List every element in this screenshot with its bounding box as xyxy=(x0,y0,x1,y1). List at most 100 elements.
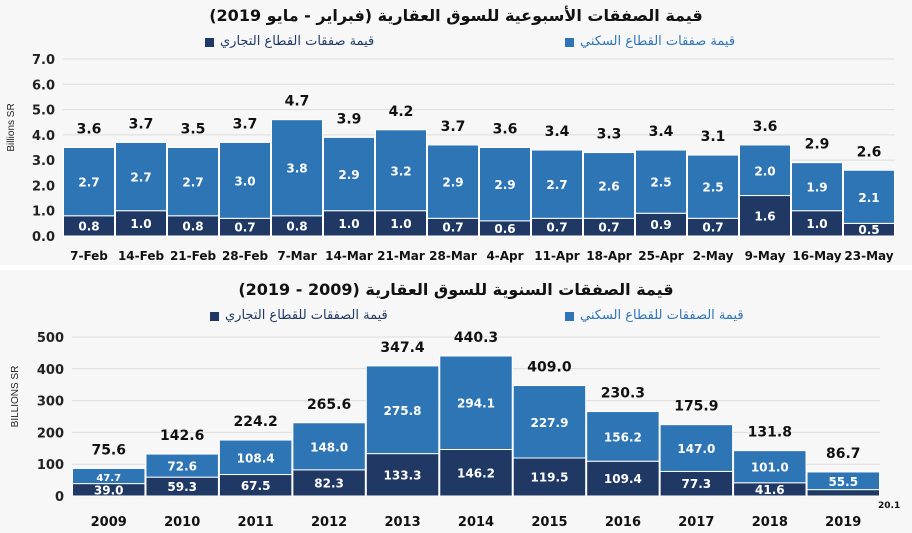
x-tick-label: 2014 xyxy=(458,515,494,530)
legend-swatch xyxy=(565,311,574,321)
x-tick-label: 7-Mar xyxy=(277,249,316,263)
data-label-commercial: 0.8 xyxy=(182,219,203,233)
bar-commercial xyxy=(115,210,167,237)
weekly-chart-panel: قيمة الصفقات الأسبوعية للسوق العقارية (ف… xyxy=(0,0,912,265)
data-label-commercial: 82.3 xyxy=(314,476,344,490)
bar-residential xyxy=(72,467,146,485)
data-label-commercial: 39.0 xyxy=(94,483,124,497)
bar-residential xyxy=(739,144,791,197)
data-label-residential: 2.5 xyxy=(702,181,723,195)
data-label-residential: 3.8 xyxy=(286,162,307,176)
y-tick-label: 6.0 xyxy=(32,78,55,93)
data-label-total: 409.0 xyxy=(527,360,572,376)
data-label-residential: 55.5 xyxy=(828,475,858,489)
x-tick-label: 2017 xyxy=(678,515,714,530)
bar-commercial xyxy=(806,489,881,497)
x-tick-label: 2018 xyxy=(752,515,788,530)
bar-residential xyxy=(167,147,219,217)
bar-residential xyxy=(145,453,219,478)
x-tick-label: 2012 xyxy=(311,515,347,530)
y-tick-label: 500 xyxy=(37,331,64,346)
bar-residential xyxy=(292,422,366,471)
data-label-commercial: 0.8 xyxy=(286,219,307,233)
x-tick-label: 2010 xyxy=(164,515,200,530)
legend-swatch xyxy=(565,37,574,47)
bar-commercial xyxy=(659,470,734,497)
data-label-total: 2.9 xyxy=(805,137,830,153)
data-label-commercial: 0.5 xyxy=(858,223,879,237)
weekly-chart: 0.0 1.0 2.0 3.0 4.0 5.0 6.0 7.0 Billions SR 0.8 2.… xyxy=(6,53,895,263)
data-label-total: 175.9 xyxy=(674,399,718,415)
bar-residential xyxy=(531,149,583,219)
bar-residential xyxy=(115,141,167,212)
data-label-commercial: 0.7 xyxy=(234,221,255,235)
y-axis-label: BILLIONS SR xyxy=(10,366,21,428)
y-tick-label: 0.0 xyxy=(32,230,55,245)
x-tick-label: 2013 xyxy=(384,515,420,530)
data-label-residential: 1.9 xyxy=(806,181,827,195)
x-tick-label: 9-May xyxy=(745,249,786,263)
x-tick-label: 23-May xyxy=(844,249,893,263)
y-tick-label: 2.0 xyxy=(32,179,55,194)
y-axis-label: Billions SR xyxy=(6,103,17,151)
data-label-total: 3.6 xyxy=(753,119,778,135)
data-label-commercial: 133.3 xyxy=(384,468,422,482)
data-label-total: 3.7 xyxy=(129,116,154,132)
data-label-residential: 148.0 xyxy=(310,440,348,454)
data-label-commercial: 119.5 xyxy=(530,470,568,484)
legend-commercial: قيمة صفقات القطاع التجاري xyxy=(205,34,374,50)
legend-residential: قيمة صفقات القطاع السكني xyxy=(565,34,735,50)
legend-swatch xyxy=(205,37,214,47)
bar-residential xyxy=(219,141,271,219)
data-label-residential: 2.7 xyxy=(182,176,203,190)
x-tick-label: 2016 xyxy=(605,515,641,530)
x-tick-label: 28-Feb xyxy=(222,249,269,263)
data-label-residential: 108.4 xyxy=(237,451,275,465)
data-label-total: 265.6 xyxy=(307,397,351,413)
bar-commercial xyxy=(791,210,843,237)
x-tick-label: 18-Apr xyxy=(586,249,632,263)
data-label-commercial: 1.0 xyxy=(130,217,151,231)
data-label-residential: 2.7 xyxy=(546,178,567,192)
data-label-total: 4.2 xyxy=(389,104,414,120)
legend-label: قيمة صفقات القطاع التجاري xyxy=(220,34,375,49)
data-label-commercial: 146.2 xyxy=(457,466,495,480)
annual-chart: 0 100 200 300 400 500 BILLIONS SR 39.047.7 75.6 2… xyxy=(10,330,900,530)
data-label-residential: 294.1 xyxy=(457,397,495,411)
y-tick-label: 200 xyxy=(37,426,64,441)
data-label-residential: 3.0 xyxy=(234,174,255,188)
chart-title: قيمة الصفقات الأسبوعية للسوق العقارية (ف… xyxy=(209,6,703,25)
data-label-total: 3.1 xyxy=(701,129,726,145)
bar-residential xyxy=(63,147,115,217)
bar-residential xyxy=(365,365,440,455)
x-tick-label: 14-Mar xyxy=(325,249,373,263)
bar-residential xyxy=(375,129,427,212)
data-label-total: 2.6 xyxy=(857,144,882,160)
data-label-commercial: 67.5 xyxy=(241,479,271,493)
data-label-commercial: 0.8 xyxy=(78,219,99,233)
data-label-commercial: 1.0 xyxy=(390,217,411,231)
bar-residential xyxy=(479,147,531,222)
data-label-commercial: 1.0 xyxy=(806,217,827,231)
data-label-total: 3.7 xyxy=(441,119,466,135)
bar-residential xyxy=(733,450,807,484)
data-label-commercial: 77.3 xyxy=(682,477,712,491)
data-label-residential: 2.9 xyxy=(338,168,359,182)
x-tick-label: 2-May xyxy=(693,249,734,263)
data-label-commercial: 0.7 xyxy=(598,221,619,235)
bar-residential xyxy=(635,149,687,214)
legend-label: قيمة صفقات القطاع السكني xyxy=(580,34,736,49)
data-label-total: 440.3 xyxy=(454,330,498,346)
data-label-residential: 2.1 xyxy=(858,191,879,205)
legend-residential: قيمة الصفقات للقطاع السكني xyxy=(565,308,744,324)
y-tick-label: 100 xyxy=(37,458,64,473)
y-tick-label: 0 xyxy=(55,490,64,505)
data-label-residential: 101.0 xyxy=(751,461,789,475)
data-label-total: 3.4 xyxy=(649,124,674,140)
data-label-total: 4.7 xyxy=(285,94,310,110)
data-label-residential: 2.7 xyxy=(130,171,151,185)
bar-residential xyxy=(271,119,323,217)
y-tick-label: 7.0 xyxy=(32,53,55,68)
bar-residential xyxy=(323,136,375,212)
bar-commercial xyxy=(739,195,791,237)
